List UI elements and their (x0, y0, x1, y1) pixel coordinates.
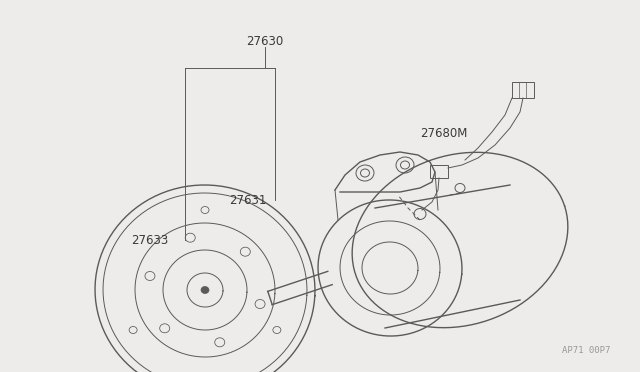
Text: 27630: 27630 (246, 35, 284, 48)
Text: AP71 00P7: AP71 00P7 (562, 346, 610, 355)
Ellipse shape (201, 286, 209, 294)
Text: 27631: 27631 (229, 193, 267, 206)
Text: 27633: 27633 (131, 234, 168, 247)
Text: 27680M: 27680M (420, 126, 467, 140)
